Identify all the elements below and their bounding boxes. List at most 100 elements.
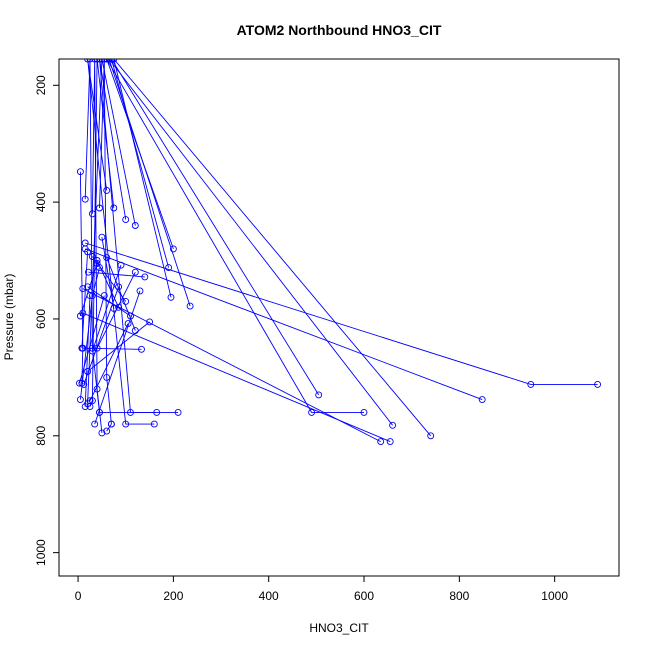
data-point bbox=[91, 59, 99, 63]
x-tick-label: 400 bbox=[259, 589, 279, 603]
series-line bbox=[99, 59, 179, 413]
data-point bbox=[167, 293, 175, 301]
series-line bbox=[101, 237, 115, 309]
data-point bbox=[91, 420, 99, 428]
data-point bbox=[76, 168, 84, 176]
data-point bbox=[131, 222, 139, 229]
data-point bbox=[360, 408, 368, 416]
data-point bbox=[315, 391, 323, 399]
series-line bbox=[84, 59, 100, 413]
data-point bbox=[527, 380, 535, 388]
data-point bbox=[84, 283, 92, 291]
series-line bbox=[113, 59, 432, 437]
data-point bbox=[86, 397, 94, 405]
series-line bbox=[106, 257, 136, 331]
series-line bbox=[79, 263, 98, 317]
data-point bbox=[386, 438, 394, 446]
data-point bbox=[76, 379, 83, 387]
data-point bbox=[88, 253, 96, 260]
data-point bbox=[174, 408, 182, 416]
series-line bbox=[87, 286, 131, 317]
data-point bbox=[146, 318, 154, 326]
data-point bbox=[100, 59, 108, 63]
data-point bbox=[103, 186, 111, 194]
data-point bbox=[107, 420, 115, 428]
series-line bbox=[79, 295, 105, 384]
y-tick-label: 400 bbox=[34, 192, 48, 212]
data-point bbox=[88, 292, 96, 300]
data-point bbox=[117, 261, 125, 269]
series-layer bbox=[76, 59, 602, 446]
y-axis-label: Pressure (mbar) bbox=[2, 274, 16, 361]
data-point bbox=[96, 408, 103, 416]
series-line bbox=[96, 260, 120, 308]
y-tick-label: 200 bbox=[34, 75, 48, 95]
series-line bbox=[106, 59, 364, 413]
series-line bbox=[87, 321, 150, 372]
data-point bbox=[150, 420, 158, 428]
data-point bbox=[103, 373, 111, 381]
data-point bbox=[93, 260, 101, 267]
data-point bbox=[96, 59, 103, 63]
chart-title: ATOM2 Northbound HNO3_CIT bbox=[237, 22, 442, 38]
data-point bbox=[136, 287, 144, 295]
data-point bbox=[76, 312, 84, 320]
data-point bbox=[115, 303, 123, 311]
data-point bbox=[86, 59, 94, 63]
data-point bbox=[93, 344, 101, 352]
x-axis: 0 200 400 600 800 1000 bbox=[75, 575, 568, 603]
data-point bbox=[86, 292, 94, 300]
series-line bbox=[85, 242, 598, 385]
data-point bbox=[427, 432, 435, 440]
data-point bbox=[153, 408, 161, 416]
data-point bbox=[80, 380, 88, 388]
data-point bbox=[169, 245, 177, 253]
x-tick-label: 1000 bbox=[541, 589, 568, 603]
x-tick-label: 800 bbox=[449, 589, 469, 603]
data-point bbox=[186, 302, 194, 310]
data-point bbox=[110, 59, 118, 63]
data-point bbox=[115, 283, 123, 291]
series-line bbox=[94, 290, 141, 425]
series-line bbox=[81, 251, 89, 349]
series-line bbox=[89, 323, 129, 401]
data-point bbox=[389, 421, 397, 429]
data-point bbox=[98, 59, 106, 63]
data-point bbox=[84, 248, 92, 256]
series-line bbox=[88, 271, 145, 278]
data-point bbox=[122, 297, 130, 305]
data-point bbox=[110, 304, 118, 312]
x-axis-label: HNO3_CIT bbox=[309, 621, 369, 635]
data-point bbox=[103, 254, 111, 262]
data-point bbox=[138, 345, 145, 353]
data-point bbox=[76, 396, 84, 404]
y-tick-label: 800 bbox=[34, 425, 48, 445]
data-point bbox=[377, 438, 385, 446]
data-point bbox=[103, 427, 111, 435]
data-point bbox=[110, 204, 118, 212]
data-point bbox=[165, 264, 173, 272]
data-point bbox=[105, 59, 113, 63]
x-tick-label: 600 bbox=[354, 589, 374, 603]
data-point bbox=[78, 344, 86, 352]
data-point bbox=[93, 59, 101, 63]
x-tick-label: 0 bbox=[75, 589, 82, 603]
data-point bbox=[98, 233, 106, 241]
data-point bbox=[308, 408, 316, 416]
y-tick-label: 1000 bbox=[34, 539, 48, 566]
series-line bbox=[106, 423, 112, 432]
data-point bbox=[141, 273, 149, 281]
data-point bbox=[85, 268, 92, 276]
series-line bbox=[84, 295, 91, 407]
data-point bbox=[478, 396, 486, 404]
series-line bbox=[87, 59, 155, 425]
x-tick-label: 200 bbox=[163, 589, 183, 603]
data-point bbox=[103, 59, 111, 63]
data-point bbox=[122, 216, 130, 224]
series-line bbox=[110, 59, 320, 396]
data-point bbox=[88, 397, 96, 405]
series-line bbox=[108, 59, 393, 426]
data-point bbox=[96, 204, 103, 212]
data-point bbox=[122, 420, 130, 428]
series-line bbox=[85, 248, 483, 401]
